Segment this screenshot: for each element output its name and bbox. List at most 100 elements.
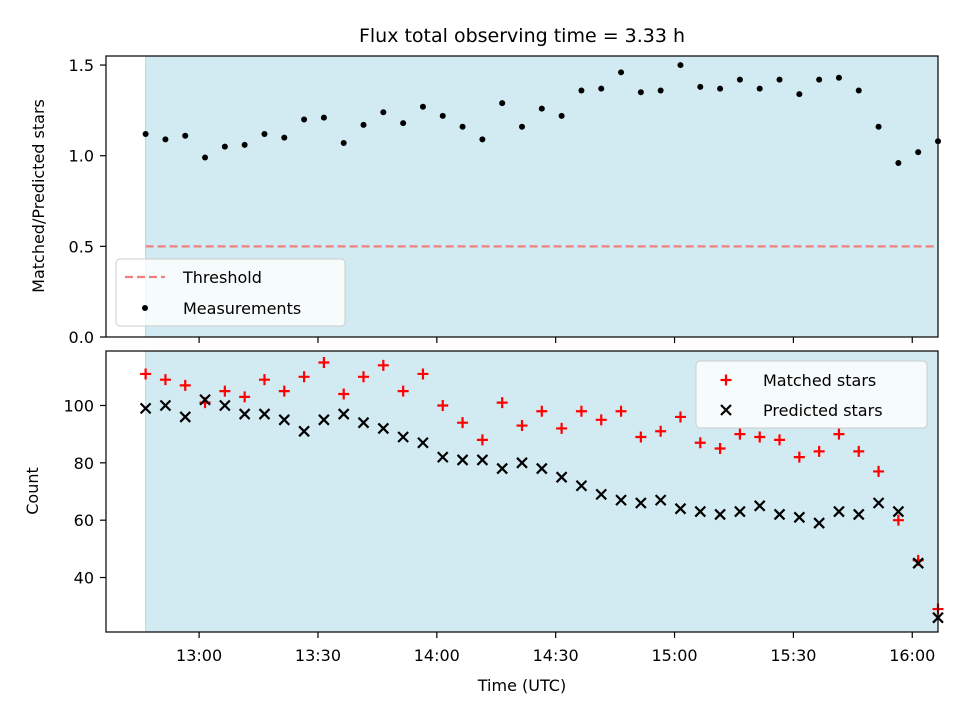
ratio-panel: 0.0 0.5 1.0 1.5 Threshold Measurements (69, 55, 941, 347)
predicted-stars-point (417, 436, 429, 449)
matched-stars-point (793, 451, 805, 463)
measurement-point (637, 89, 644, 96)
matched-stars-point (575, 405, 587, 417)
measurement-point (677, 62, 684, 69)
x-tick-label: 14:30 (533, 646, 579, 665)
legend-measurements-swatch (142, 305, 148, 311)
matched-stars-point (457, 417, 469, 429)
measurement-point (439, 112, 446, 119)
measurement-point (419, 103, 426, 110)
measurement-point (796, 91, 803, 98)
measurement-point (380, 109, 387, 116)
matched-stars-point (754, 431, 766, 443)
predicted-stars-point (654, 494, 667, 506)
legend-measurements-label: Measurements (183, 299, 301, 318)
measurement-point (400, 120, 407, 127)
measurement-point (855, 87, 862, 94)
matched-stars-point (694, 437, 706, 449)
legend-box (695, 360, 928, 429)
matched-stars-point (714, 442, 726, 454)
measurement-point (499, 100, 506, 107)
predicted-stars-point (238, 408, 251, 420)
predicted-stars-point (734, 505, 746, 518)
predicted-stars-point (337, 408, 350, 420)
x-tick-label: 15:30 (770, 646, 816, 665)
measurement-point (320, 114, 327, 121)
matched-stars-point (239, 391, 251, 403)
predicted-stars-point (476, 454, 489, 466)
measurement-point (578, 87, 585, 94)
x-tick-label: 15:00 (651, 646, 697, 665)
measurement-point (479, 136, 486, 143)
predicted-stars-point (694, 505, 707, 518)
ratio-panel-y-axis-title: Matched/Predicted stars (29, 99, 48, 293)
matched-stars-point (298, 371, 310, 383)
measurement-point (360, 121, 367, 128)
legend-predicted-label: Predicted stars (763, 401, 883, 420)
predicted-stars-point (357, 416, 370, 429)
predicted-stars-point (496, 462, 508, 475)
predicted-stars-point (674, 502, 687, 515)
predicted-stars-point (298, 425, 310, 438)
matched-stars-point (556, 422, 568, 434)
matched-stars-point (397, 385, 409, 397)
predicted-stars-point (892, 505, 905, 518)
axes-frame (105, 350, 939, 633)
measurement-point (281, 134, 288, 141)
matched-stars-point (417, 368, 429, 380)
legend-matched-label: Matched stars (763, 371, 876, 390)
matched-stars-point (278, 385, 290, 397)
predicted-stars-point (159, 399, 172, 412)
matched-stars-point (318, 356, 330, 368)
measurement-point (519, 123, 525, 130)
predicted-stars-point (179, 411, 192, 423)
matched-stars-point (674, 411, 686, 423)
measurement-point (202, 154, 209, 161)
matched-stars-point (655, 425, 667, 437)
measurement-point (618, 69, 625, 76)
matched-stars-point (358, 371, 370, 383)
matched-stars-point (159, 374, 171, 386)
measurement-point (261, 130, 268, 137)
predicted-stars-point (635, 497, 647, 509)
x-axis-title: Time (UTC) (477, 676, 566, 695)
predicted-stars-point (912, 557, 924, 569)
measurement-point (221, 143, 228, 150)
predicted-stars-point (258, 408, 271, 420)
matched-stars-point (774, 434, 786, 446)
axes-frame (105, 55, 939, 338)
predicted-stars-point (139, 402, 152, 415)
legend-ratio-panel: Threshold Measurements (115, 258, 346, 327)
matched-stars-point (595, 414, 607, 426)
matched-stars-point (496, 397, 508, 409)
measurement-point (895, 159, 902, 166)
measurement-point (697, 83, 704, 90)
matched-stars-point (377, 359, 389, 371)
predicted-stars-point (852, 508, 865, 521)
predicted-stars-point (615, 494, 627, 506)
measurement-point (915, 149, 922, 156)
matched-stars-point (853, 445, 865, 457)
predicted-stars-point (793, 511, 806, 524)
y-tick-label: 60 (74, 511, 94, 530)
measurement-point (816, 76, 823, 83)
legend-predicted-swatch (720, 404, 732, 416)
y-tick-label: 40 (74, 569, 94, 588)
measurement-point (241, 141, 248, 148)
matched-stars-point (437, 399, 449, 411)
predicted-stars-point (199, 393, 211, 406)
x-tick-label: 13:30 (295, 646, 341, 665)
predicted-stars-point (377, 422, 390, 435)
measurement-point (756, 85, 763, 92)
matched-stars-point (536, 405, 548, 417)
measurement-point (875, 123, 882, 130)
measurement-point (598, 85, 605, 92)
measurement-point (340, 140, 347, 147)
legend-threshold-label: Threshold (182, 268, 262, 287)
matched-stars-point (833, 428, 845, 440)
predicted-stars-point (595, 488, 608, 501)
matched-stars-point (516, 420, 528, 432)
measurement-point (538, 105, 545, 112)
measurement-point (776, 76, 783, 83)
